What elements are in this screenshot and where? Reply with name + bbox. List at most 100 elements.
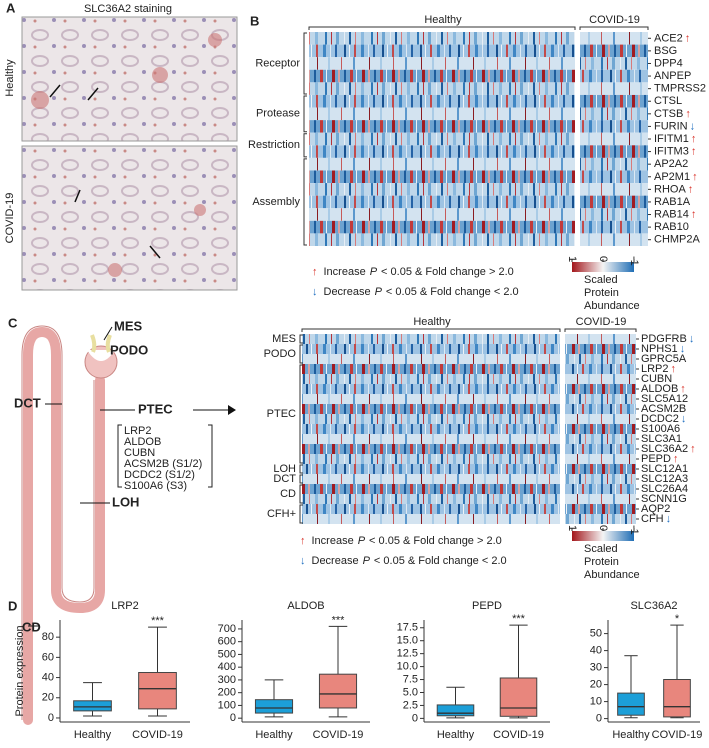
heatmap-row: [565, 394, 636, 404]
x-tick-label: Healthy: [255, 729, 293, 741]
change-arrow: ↑: [691, 145, 697, 157]
colorbar-title: Scaled: [584, 543, 618, 555]
gene-label: DPP4: [654, 57, 683, 69]
heatmap-row: [309, 44, 575, 58]
box: [663, 679, 691, 718]
heatmap-row: [302, 414, 560, 424]
group-bracket: [303, 133, 307, 158]
y-tick-label: 40: [590, 645, 602, 657]
heatmap-row: [565, 334, 636, 344]
y-tick-label: 0: [48, 712, 54, 724]
stain-spots: [31, 33, 222, 277]
group-header: Healthy: [413, 316, 451, 328]
heatmap-row: [302, 424, 560, 434]
gene-label: AQP2: [641, 503, 670, 515]
group-label: PODO: [264, 348, 297, 360]
heatmap-row: [565, 404, 636, 414]
group-bracket: [299, 464, 303, 474]
panel-label: B: [250, 13, 259, 28]
heatmap-row: [309, 57, 575, 70]
heatmap-row: [302, 394, 560, 404]
change-arrow: ↓: [689, 333, 695, 345]
y-tick-label: 12.5: [397, 648, 418, 660]
chart-title: LRP2: [111, 600, 139, 612]
change-arrow: ↑: [685, 32, 691, 44]
heatmap-row: [565, 504, 636, 514]
x-tick-label: Healthy: [612, 729, 650, 741]
gene-name: AP2A2: [654, 158, 688, 170]
legend-text: < 0.05 & Fold change > 2.0: [369, 535, 502, 547]
group-bracket: [299, 334, 303, 344]
colorbar-tick-label: 0: [597, 525, 609, 531]
gene-name: RAB1A: [654, 196, 691, 208]
gene-label: ACE2 ↑: [654, 32, 690, 44]
gene-name: IFITM1: [654, 133, 689, 145]
heatmap-row: [565, 434, 636, 444]
y-axis-label: Protein expression: [14, 625, 26, 716]
heatmap-row: [309, 94, 575, 108]
heatmap-row: [309, 220, 575, 234]
box: [318, 673, 358, 709]
y-tick-label: 30: [590, 662, 602, 674]
gene-name: SLC5A12: [641, 393, 688, 405]
heatmap-row: [565, 494, 636, 504]
panel-label: C: [8, 315, 18, 330]
change-arrow: ↓: [690, 120, 696, 132]
legend-text: < 0.05 & Fold change < 2.0: [386, 286, 519, 298]
gene-label: RHOA ↑: [654, 183, 693, 195]
y-tick-label: 500: [218, 648, 236, 660]
heatmap-row: [302, 484, 560, 494]
heatmap-row: [309, 120, 575, 133]
heatmap-row: [580, 120, 648, 133]
y-tick-label: 50: [590, 628, 602, 640]
heatmap-row: [302, 514, 560, 524]
box: [138, 672, 177, 710]
y-tick-label: 15.0: [397, 635, 418, 647]
y-tick-label: 600: [218, 636, 236, 648]
legend-text: Increase: [312, 535, 354, 547]
change-arrow: ↑: [691, 208, 697, 220]
arrows: [49, 84, 161, 259]
gene-label: SLC36A2 ↑: [641, 443, 696, 455]
header-bracket: [308, 26, 649, 30]
colorbar: [572, 531, 634, 541]
heatmap-row: [565, 464, 636, 474]
change-arrow: ↑: [673, 453, 679, 465]
gene-name: BSG: [654, 45, 677, 57]
heatmap-row: [580, 157, 648, 171]
gene-name: LRP2: [641, 363, 669, 375]
gene-name: RAB14: [654, 208, 689, 220]
row-label: Healthy: [4, 59, 16, 97]
y-tick-label: 700: [218, 623, 236, 635]
colorbar-tick-label: -1: [628, 256, 640, 266]
legend-arrow: ↑: [300, 535, 306, 547]
heatmap-row: [580, 69, 648, 83]
heatmap-row: [565, 484, 636, 494]
group-bracket: [299, 364, 303, 464]
group-label: Protease: [256, 108, 300, 120]
heatmap-row: [565, 354, 636, 364]
y-tick-label: 0: [596, 713, 602, 725]
chart-title: ALDOB: [287, 600, 324, 612]
legend-p: P: [370, 266, 378, 278]
marker-label: LRP2: [124, 425, 152, 437]
legend-arrow: ↓: [312, 286, 318, 298]
gene-label: CUBN: [641, 373, 672, 385]
gene-label: PEPD ↑: [641, 453, 678, 465]
gene-label: IFITM3 ↑: [654, 145, 696, 157]
gene-label: SCNN1G: [641, 493, 687, 505]
label: CD: [22, 619, 41, 634]
change-arrow: ↑: [690, 443, 696, 455]
y-tick-label: 7.5: [403, 673, 418, 685]
y-tick-label: 2.5: [403, 699, 418, 711]
gene-name: DCDC2: [641, 413, 679, 425]
heatmap-row: [580, 220, 648, 234]
group-bracket: [303, 158, 307, 246]
label: PTEC: [138, 401, 173, 416]
heatmap-row: [565, 414, 636, 424]
group-label: CFH+: [267, 508, 296, 520]
heatmap-row: [580, 132, 648, 146]
gene-label: SLC26A4: [641, 483, 688, 495]
marker-label: DCDC2 (S1/2): [124, 469, 195, 481]
heatmap-row: [302, 454, 560, 464]
